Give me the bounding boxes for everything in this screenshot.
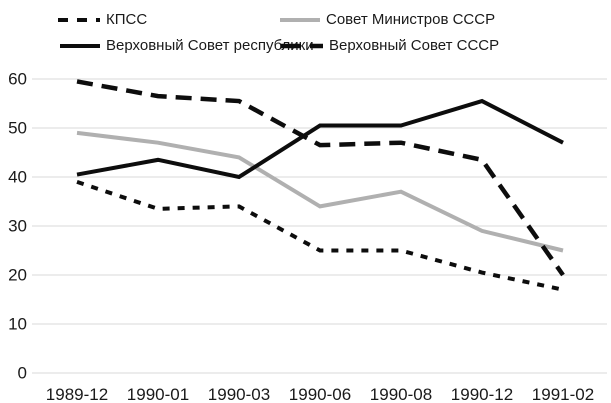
x-tick-label-1989-12: 1989-12	[46, 385, 108, 403]
series-line-kpss	[76, 180, 564, 292]
legend-label-verkhovny-sovet-respubliki: Верховный Совет республики	[106, 37, 314, 54]
legend-label-kpss: КПСС	[106, 11, 148, 28]
legend-item-verkhovny-sovet-respubliki: Верховный Совет республики	[60, 38, 314, 54]
legend-item-verkhovny-sovet-sssr: Верховный Совет СССР	[281, 38, 499, 54]
legend-label-verkhovny-sovet-sssr: Верховный Совет СССР	[329, 37, 500, 54]
legend-label-sovet-ministrov-sssr: Совет Министров СССР	[326, 11, 496, 28]
legend-swatch-dotted-line-icon	[58, 18, 100, 22]
y-tick-label-30: 30	[8, 217, 27, 236]
y-tick-label-20: 20	[8, 266, 27, 285]
y-tick-label-40: 40	[8, 168, 27, 187]
y-tick-label-0: 0	[18, 364, 27, 383]
x-tick-label-1990-08: 1990-08	[370, 385, 432, 403]
y-tick-label-50: 50	[8, 119, 27, 138]
legend-swatch-dashed-line-icon	[281, 43, 323, 49]
legend-item-kpss: КПСС	[58, 12, 147, 28]
y-tick-label-60: 60	[8, 70, 27, 89]
legend-swatch-gray-line-icon	[280, 18, 320, 22]
legend-item-sovet-ministrov-sssr: Совет Министров СССР	[280, 12, 495, 28]
series-line-sovet-ministrov-sssr	[76, 130, 564, 253]
y-tick-label-10: 10	[8, 315, 27, 334]
x-tick-label-1990-12: 1990-12	[451, 385, 513, 403]
x-tick-label-1990-06: 1990-06	[289, 385, 351, 403]
x-tick-label-1990-01: 1990-01	[127, 385, 189, 403]
x-tick-label-1991-02: 1991-02	[532, 385, 594, 403]
series-line-verkhovny-sovet-respubliki	[76, 98, 564, 180]
x-tick-label-1990-03: 1990-03	[208, 385, 270, 403]
series-line-verkhovny-sovet-sssr	[76, 79, 565, 277]
legend-swatch-solid-line-icon	[60, 44, 100, 48]
